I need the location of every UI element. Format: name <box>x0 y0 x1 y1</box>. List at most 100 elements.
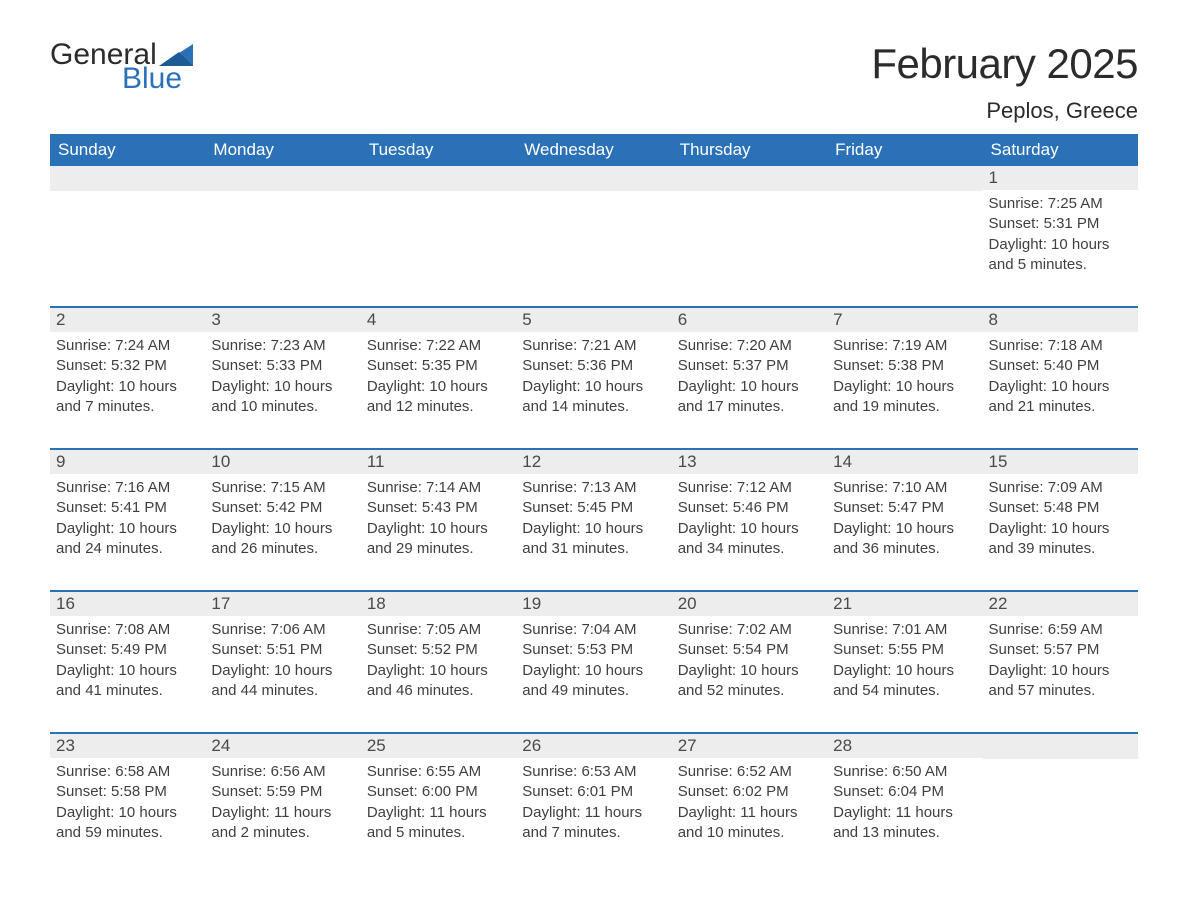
day-number: 14 <box>827 450 982 474</box>
day-number: 9 <box>50 450 205 474</box>
day-body: Sunrise: 6:58 AMSunset: 5:58 PMDaylight:… <box>50 758 205 843</box>
day-cell: 14Sunrise: 7:10 AMSunset: 5:47 PMDayligh… <box>827 450 982 572</box>
weekday-header-row: SundayMondayTuesdayWednesdayThursdayFrid… <box>50 134 1138 166</box>
header: General Blue February 2025 Peplos, Greec… <box>50 40 1138 124</box>
day-body: Sunrise: 7:19 AMSunset: 5:38 PMDaylight:… <box>827 332 982 417</box>
day-number: 16 <box>50 592 205 616</box>
day-body: Sunrise: 7:05 AMSunset: 5:52 PMDaylight:… <box>361 616 516 701</box>
day-cell: 4Sunrise: 7:22 AMSunset: 5:35 PMDaylight… <box>361 308 516 430</box>
day-body: Sunrise: 7:06 AMSunset: 5:51 PMDaylight:… <box>205 616 360 701</box>
day-cell: 20Sunrise: 7:02 AMSunset: 5:54 PMDayligh… <box>672 592 827 714</box>
day-body: Sunrise: 7:20 AMSunset: 5:37 PMDaylight:… <box>672 332 827 417</box>
daylight-text: Daylight: 10 hours and 49 minutes. <box>522 661 665 702</box>
day-cell: 27Sunrise: 6:52 AMSunset: 6:02 PMDayligh… <box>672 734 827 856</box>
day-number: 10 <box>205 450 360 474</box>
day-cell: 24Sunrise: 6:56 AMSunset: 5:59 PMDayligh… <box>205 734 360 856</box>
daylight-text: Daylight: 10 hours and 24 minutes. <box>56 519 199 560</box>
sunrise-text: Sunrise: 7:25 AM <box>989 194 1132 214</box>
sunset-text: Sunset: 5:37 PM <box>678 356 821 376</box>
sunset-text: Sunset: 5:43 PM <box>367 498 510 518</box>
sunrise-text: Sunrise: 7:20 AM <box>678 336 821 356</box>
day-number: 11 <box>361 450 516 474</box>
sunset-text: Sunset: 6:00 PM <box>367 782 510 802</box>
sunrise-text: Sunrise: 7:08 AM <box>56 620 199 640</box>
sunrise-text: Sunrise: 6:53 AM <box>522 762 665 782</box>
sunset-text: Sunset: 5:58 PM <box>56 782 199 802</box>
day-number: 20 <box>672 592 827 616</box>
day-cell: 6Sunrise: 7:20 AMSunset: 5:37 PMDaylight… <box>672 308 827 430</box>
sunset-text: Sunset: 5:32 PM <box>56 356 199 376</box>
day-body: Sunrise: 6:59 AMSunset: 5:57 PMDaylight:… <box>983 616 1138 701</box>
daylight-text: Daylight: 10 hours and 59 minutes. <box>56 803 199 844</box>
day-number: 22 <box>983 592 1138 616</box>
sunrise-text: Sunrise: 6:59 AM <box>989 620 1132 640</box>
day-number: 25 <box>361 734 516 758</box>
sunset-text: Sunset: 6:01 PM <box>522 782 665 802</box>
day-body: Sunrise: 7:02 AMSunset: 5:54 PMDaylight:… <box>672 616 827 701</box>
day-number: 18 <box>361 592 516 616</box>
day-cell: 2Sunrise: 7:24 AMSunset: 5:32 PMDaylight… <box>50 308 205 430</box>
day-number: 15 <box>983 450 1138 474</box>
sunset-text: Sunset: 5:49 PM <box>56 640 199 660</box>
day-cell: 28Sunrise: 6:50 AMSunset: 6:04 PMDayligh… <box>827 734 982 856</box>
day-cell: 21Sunrise: 7:01 AMSunset: 5:55 PMDayligh… <box>827 592 982 714</box>
daylight-text: Daylight: 10 hours and 14 minutes. <box>522 377 665 418</box>
day-number: 21 <box>827 592 982 616</box>
empty-cell <box>361 166 516 288</box>
empty-cell <box>827 166 982 288</box>
daylight-text: Daylight: 11 hours and 7 minutes. <box>522 803 665 844</box>
sunrise-text: Sunrise: 7:23 AM <box>211 336 354 356</box>
location: Peplos, Greece <box>871 98 1138 124</box>
sunrise-text: Sunrise: 6:55 AM <box>367 762 510 782</box>
sunset-text: Sunset: 5:51 PM <box>211 640 354 660</box>
day-body: Sunrise: 6:50 AMSunset: 6:04 PMDaylight:… <box>827 758 982 843</box>
sunset-text: Sunset: 5:48 PM <box>989 498 1132 518</box>
day-body: Sunrise: 7:15 AMSunset: 5:42 PMDaylight:… <box>205 474 360 559</box>
day-body: Sunrise: 7:09 AMSunset: 5:48 PMDaylight:… <box>983 474 1138 559</box>
sunrise-text: Sunrise: 7:09 AM <box>989 478 1132 498</box>
day-number: 4 <box>361 308 516 332</box>
week-row: 1Sunrise: 7:25 AMSunset: 5:31 PMDaylight… <box>50 166 1138 288</box>
day-number: 28 <box>827 734 982 758</box>
day-body: Sunrise: 7:13 AMSunset: 5:45 PMDaylight:… <box>516 474 671 559</box>
day-cell: 11Sunrise: 7:14 AMSunset: 5:43 PMDayligh… <box>361 450 516 572</box>
daylight-text: Daylight: 10 hours and 34 minutes. <box>678 519 821 560</box>
day-body: Sunrise: 7:22 AMSunset: 5:35 PMDaylight:… <box>361 332 516 417</box>
empty-daynum <box>361 166 516 191</box>
daylight-text: Daylight: 10 hours and 44 minutes. <box>211 661 354 702</box>
sunrise-text: Sunrise: 7:05 AM <box>367 620 510 640</box>
day-cell: 8Sunrise: 7:18 AMSunset: 5:40 PMDaylight… <box>983 308 1138 430</box>
empty-cell <box>50 166 205 288</box>
sunset-text: Sunset: 5:36 PM <box>522 356 665 376</box>
day-number: 6 <box>672 308 827 332</box>
sunrise-text: Sunrise: 7:24 AM <box>56 336 199 356</box>
day-cell: 26Sunrise: 6:53 AMSunset: 6:01 PMDayligh… <box>516 734 671 856</box>
weekday-sunday: Sunday <box>50 134 205 166</box>
sunset-text: Sunset: 6:02 PM <box>678 782 821 802</box>
daylight-text: Daylight: 10 hours and 52 minutes. <box>678 661 821 702</box>
sunset-text: Sunset: 5:35 PM <box>367 356 510 376</box>
daylight-text: Daylight: 11 hours and 10 minutes. <box>678 803 821 844</box>
sunrise-text: Sunrise: 7:19 AM <box>833 336 976 356</box>
day-body: Sunrise: 6:56 AMSunset: 5:59 PMDaylight:… <box>205 758 360 843</box>
empty-daynum <box>827 166 982 191</box>
week-row: 2Sunrise: 7:24 AMSunset: 5:32 PMDaylight… <box>50 306 1138 430</box>
daylight-text: Daylight: 10 hours and 57 minutes. <box>989 661 1132 702</box>
month-title: February 2025 <box>871 40 1138 88</box>
day-cell: 12Sunrise: 7:13 AMSunset: 5:45 PMDayligh… <box>516 450 671 572</box>
day-body: Sunrise: 7:14 AMSunset: 5:43 PMDaylight:… <box>361 474 516 559</box>
daylight-text: Daylight: 10 hours and 36 minutes. <box>833 519 976 560</box>
sunrise-text: Sunrise: 7:14 AM <box>367 478 510 498</box>
weekday-friday: Friday <box>827 134 982 166</box>
day-body: Sunrise: 7:23 AMSunset: 5:33 PMDaylight:… <box>205 332 360 417</box>
sunrise-text: Sunrise: 7:04 AM <box>522 620 665 640</box>
sunrise-text: Sunrise: 7:22 AM <box>367 336 510 356</box>
daylight-text: Daylight: 10 hours and 7 minutes. <box>56 377 199 418</box>
day-number: 19 <box>516 592 671 616</box>
day-cell: 19Sunrise: 7:04 AMSunset: 5:53 PMDayligh… <box>516 592 671 714</box>
day-cell: 16Sunrise: 7:08 AMSunset: 5:49 PMDayligh… <box>50 592 205 714</box>
empty-cell <box>205 166 360 288</box>
sunset-text: Sunset: 5:59 PM <box>211 782 354 802</box>
day-number: 7 <box>827 308 982 332</box>
daylight-text: Daylight: 10 hours and 46 minutes. <box>367 661 510 702</box>
